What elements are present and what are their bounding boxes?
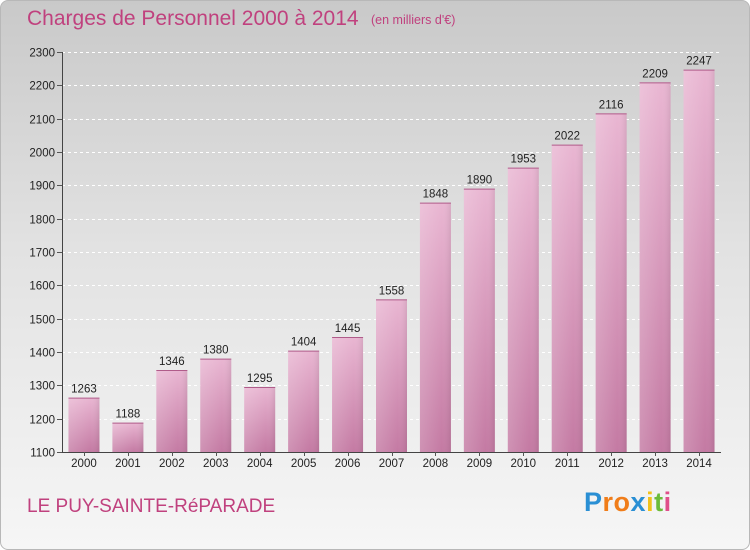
value-label: 1188: [116, 409, 141, 421]
logo-letter: P: [584, 487, 603, 517]
bar-shade: [112, 422, 144, 452]
y-tick-label: 2100: [29, 115, 55, 127]
bar-shade: [288, 350, 320, 452]
bar-shade: [683, 69, 715, 453]
x-tick-label: 2005: [291, 458, 317, 470]
x-tick-label: 2014: [686, 458, 712, 470]
x-tick-label: 2013: [642, 458, 668, 470]
bar-shade: [419, 202, 451, 452]
value-label: 2022: [554, 131, 580, 143]
value-label: 1848: [423, 189, 449, 201]
y-tick-label: 2300: [29, 48, 55, 60]
value-label: 1346: [159, 356, 185, 368]
value-labels: 1263 1188 1346 1380 1295 1404 1445 1558 1848 1890…: [71, 56, 712, 421]
x-tick-label: 2003: [203, 458, 229, 470]
value-label: 1404: [291, 337, 317, 349]
proxiti-logo: Proxiti: [584, 487, 672, 518]
axes: 1100 1200 1300 1400 1500 1600 1700 1800 1900 2000…: [29, 48, 721, 470]
bar-shade: [68, 397, 100, 452]
bar-shade: [639, 82, 671, 452]
x-tick-label: 2007: [379, 458, 405, 470]
y-tick-label: 1100: [30, 448, 55, 460]
chart-subtitle: (en milliers d'€): [371, 13, 456, 27]
logo-letter: r: [602, 487, 614, 517]
bar-shade: [376, 299, 407, 452]
bars: [68, 69, 715, 453]
logo-letter: t: [654, 487, 664, 517]
bar-shade: [507, 167, 539, 452]
y-tick-label: 1400: [29, 348, 55, 360]
value-label: 2209: [642, 68, 668, 80]
x-tick-label: 2010: [511, 458, 537, 470]
value-label: 1295: [247, 373, 273, 385]
x-tick-label: 2006: [335, 458, 361, 470]
bar-shade: [551, 144, 583, 452]
y-tick-label: 2000: [29, 148, 55, 160]
x-tick-label: 2000: [71, 458, 97, 470]
y-tick-label: 1600: [29, 281, 55, 293]
y-tick-label: 1700: [29, 248, 55, 260]
value-label: 1380: [203, 345, 229, 357]
bar-shade: [200, 358, 232, 452]
logo-letter: x: [630, 487, 647, 517]
chart-title: Charges de Personnel 2000 à 2014: [27, 7, 359, 30]
value-label: 1263: [71, 384, 97, 396]
bar-shade: [332, 337, 364, 452]
bar-shade: [595, 113, 627, 452]
y-tick-label: 1900: [29, 181, 55, 193]
logo-letter: i: [646, 487, 655, 517]
y-tick-label: 1500: [29, 315, 55, 327]
y-tick-label: 1800: [29, 215, 55, 227]
bar-shade: [156, 370, 188, 452]
x-tick-label: 2002: [159, 458, 185, 470]
y-tick-label: 1300: [29, 381, 55, 393]
x-tick-label: 2001: [115, 458, 141, 470]
x-tick-label: 2004: [247, 458, 273, 470]
logo-letter: i: [663, 487, 672, 517]
logo-letter: o: [613, 487, 631, 517]
value-label: 1445: [335, 323, 361, 335]
x-tick-label: 2009: [467, 458, 493, 470]
bar-shade: [244, 387, 276, 452]
x-tick-label: 2011: [555, 458, 580, 470]
location-name: LE PUY-SAINTE-RéPARADE: [27, 496, 276, 517]
value-label: 1558: [379, 285, 405, 297]
x-tick-label: 2008: [423, 458, 449, 470]
value-label: 1890: [467, 175, 493, 187]
value-label: 1953: [511, 154, 537, 166]
y-tick-label: 1200: [29, 415, 55, 427]
y-tick-label: 2200: [29, 81, 55, 93]
value-label: 2247: [686, 56, 712, 68]
value-label: 2116: [599, 99, 624, 111]
bar-shade: [463, 188, 495, 452]
x-tick-label: 2012: [598, 458, 624, 470]
